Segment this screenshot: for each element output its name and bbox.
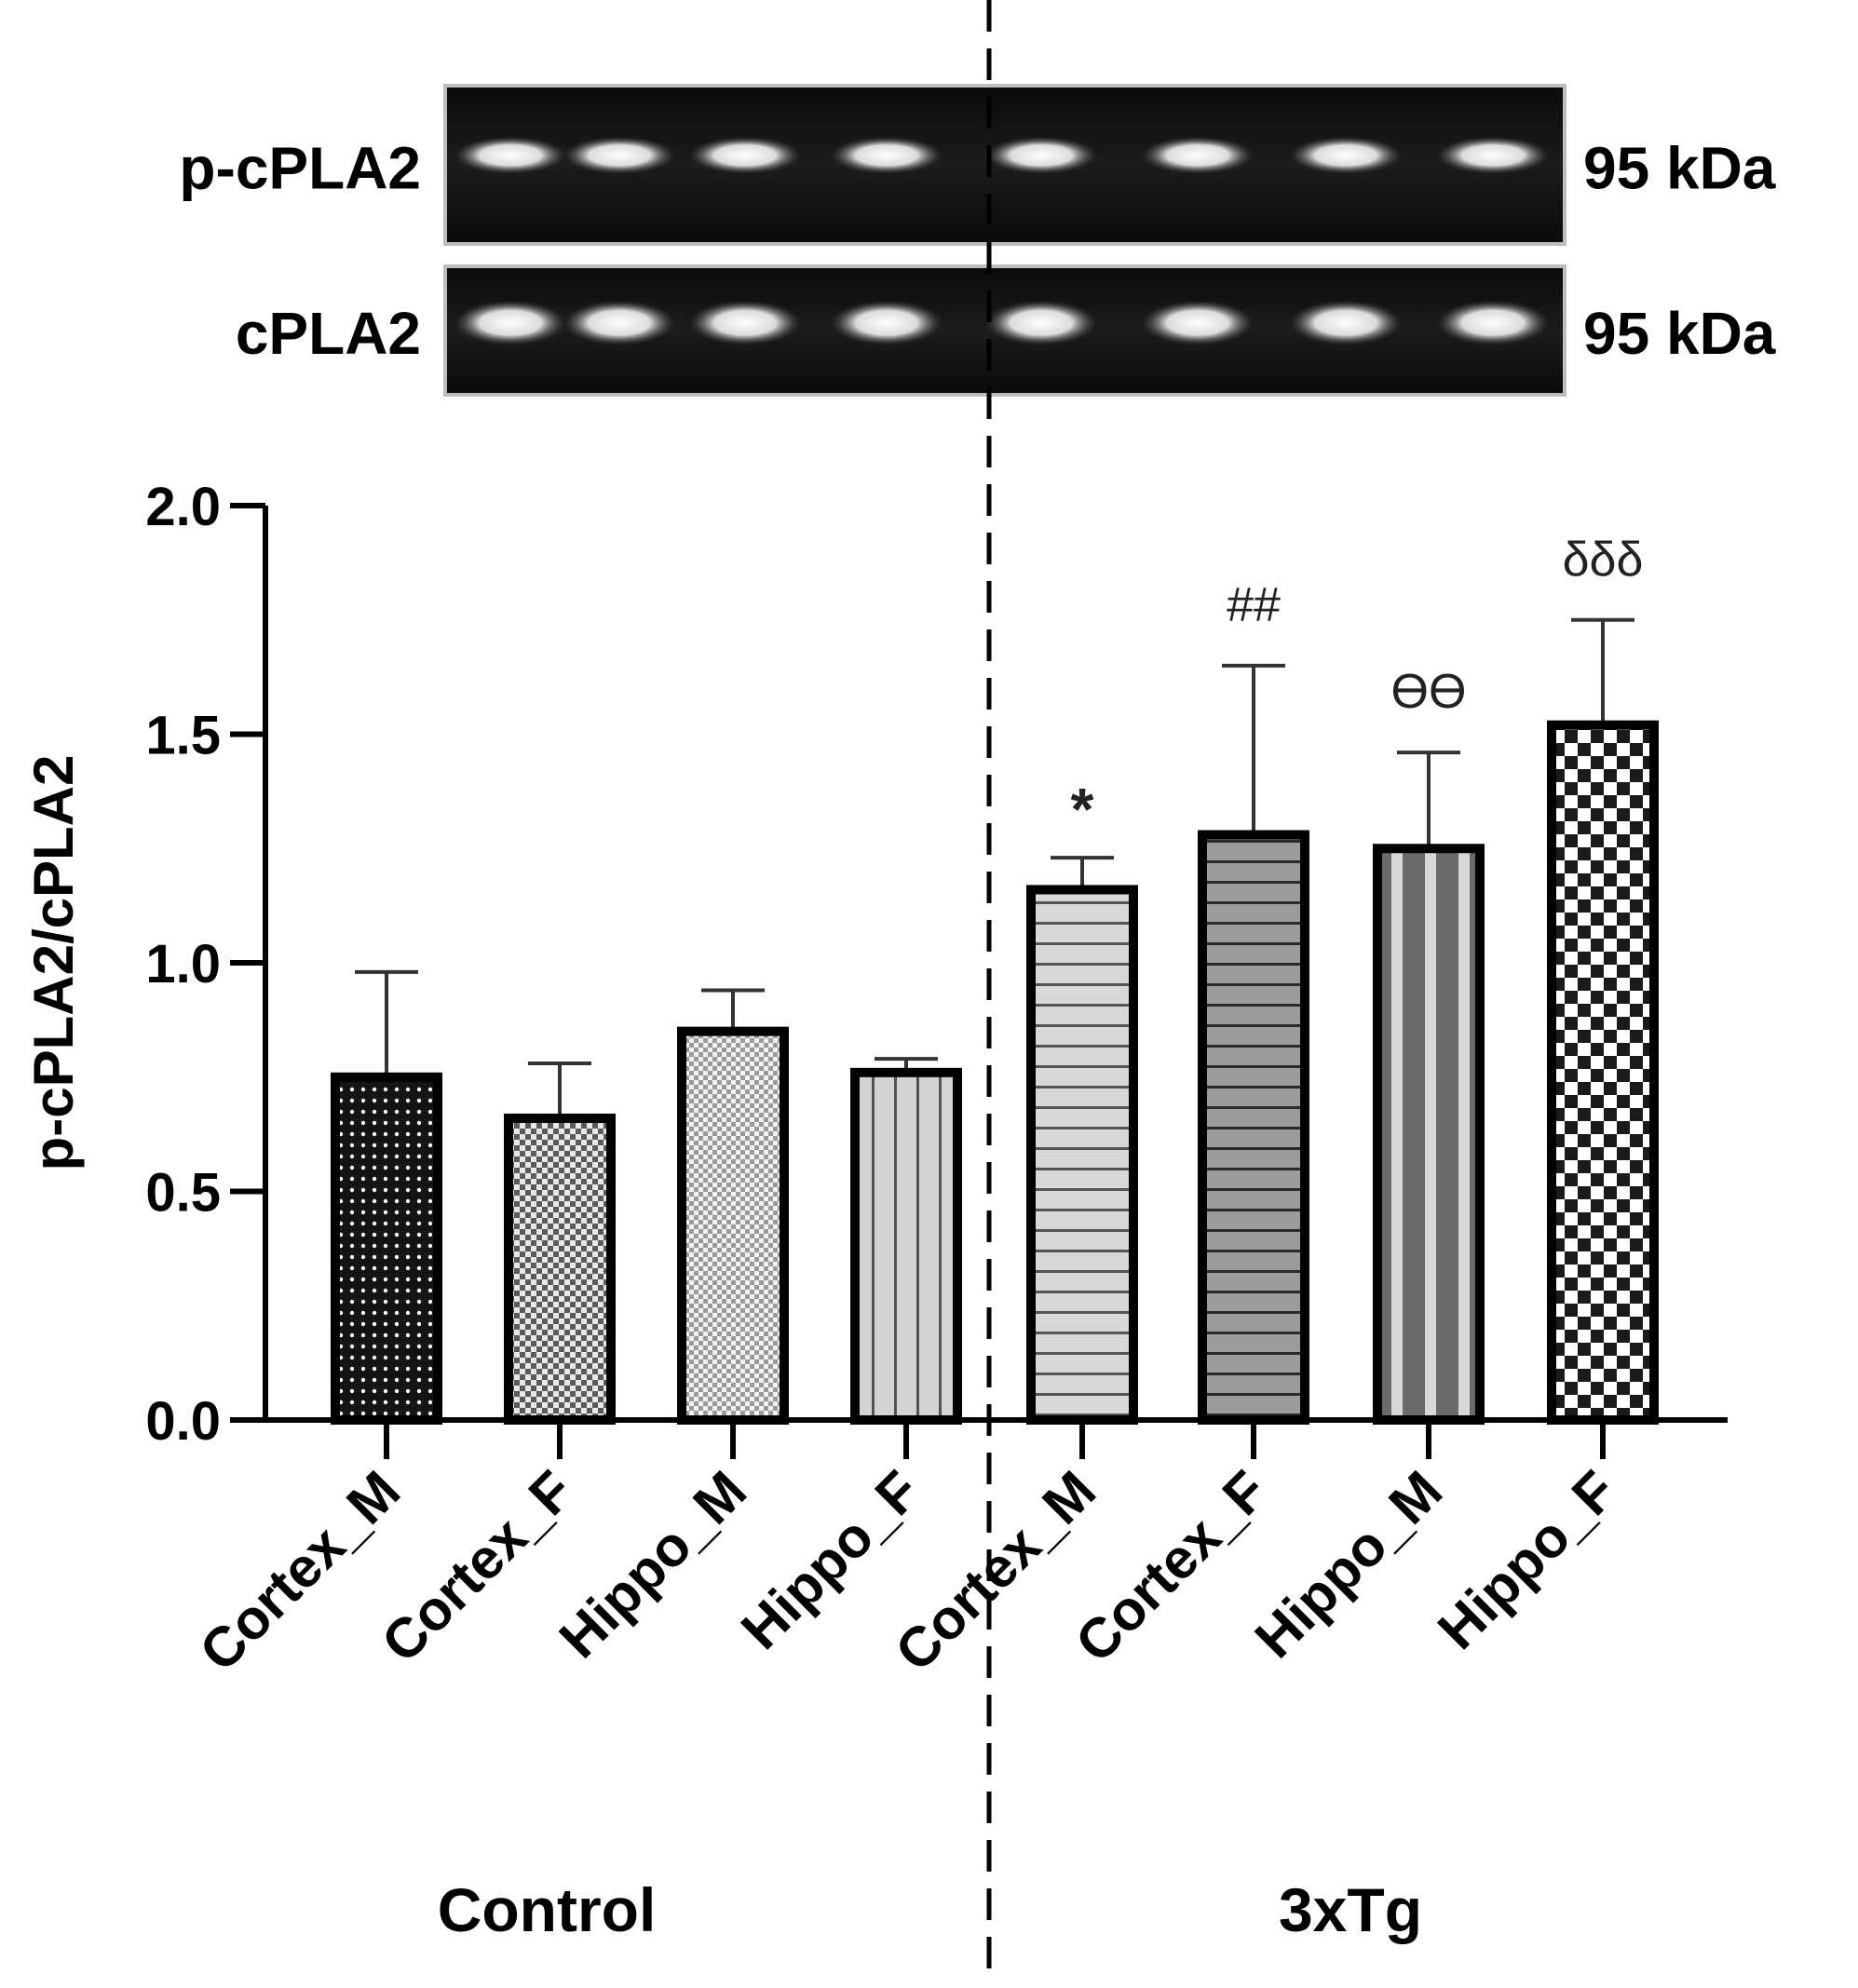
y-tick-label: 2.0 (145, 477, 221, 537)
blot-band (563, 300, 675, 345)
bar (850, 1067, 962, 1425)
y-tick-label: 0.5 (145, 1163, 221, 1224)
bar (1026, 885, 1138, 1425)
blot-band (689, 136, 801, 174)
y-tick-label: 1.0 (145, 934, 221, 994)
significance-marker: ## (1227, 578, 1281, 632)
blot-band (985, 136, 1097, 174)
x-tick-label: Hippo_M (548, 1459, 758, 1670)
x-tick-label: Cortex_F (1064, 1459, 1279, 1674)
bar (1373, 844, 1485, 1425)
blot-band (689, 300, 801, 345)
blot-band (831, 136, 943, 174)
blot-band (1142, 300, 1254, 345)
group-label: Control (438, 1875, 657, 1944)
blot-band (985, 300, 1097, 345)
blot-row-label: p-cPLA2 (179, 134, 421, 201)
y-tick-label: 0.0 (145, 1391, 221, 1452)
significance-marker: δδδ (1563, 533, 1644, 587)
bar (1547, 720, 1659, 1425)
blot-band (1437, 300, 1549, 345)
significance-marker: ϴϴ (1391, 665, 1467, 719)
blot-size-label: 95 kDa (1583, 134, 1776, 201)
x-tick-label: Cortex_F (370, 1459, 585, 1674)
blot-band (454, 300, 566, 345)
y-tick-label: 1.5 (145, 706, 221, 766)
significance-marker: * (1071, 776, 1094, 843)
blot-band (1290, 300, 1402, 345)
blot-band (1142, 136, 1254, 174)
blot-band (563, 136, 675, 174)
blot-band (454, 136, 566, 174)
blot-band (1290, 136, 1402, 174)
bar (677, 1026, 789, 1426)
bar (331, 1072, 442, 1425)
x-tick-label: Hippo_M (1243, 1459, 1454, 1670)
x-tick-label: Cortex_M (187, 1459, 412, 1684)
blot-size-label: 95 kDa (1583, 300, 1776, 367)
y-axis-label: p-cPLA2/cPLA2 (22, 755, 85, 1171)
blot-band (831, 300, 943, 345)
blot-row-label: cPLA2 (236, 300, 421, 367)
group-label: 3xTg (1279, 1875, 1422, 1944)
blot-band (1437, 136, 1549, 174)
x-tick-label: Hippo_F (1426, 1459, 1628, 1661)
bar (504, 1113, 616, 1425)
bar (1198, 830, 1309, 1425)
